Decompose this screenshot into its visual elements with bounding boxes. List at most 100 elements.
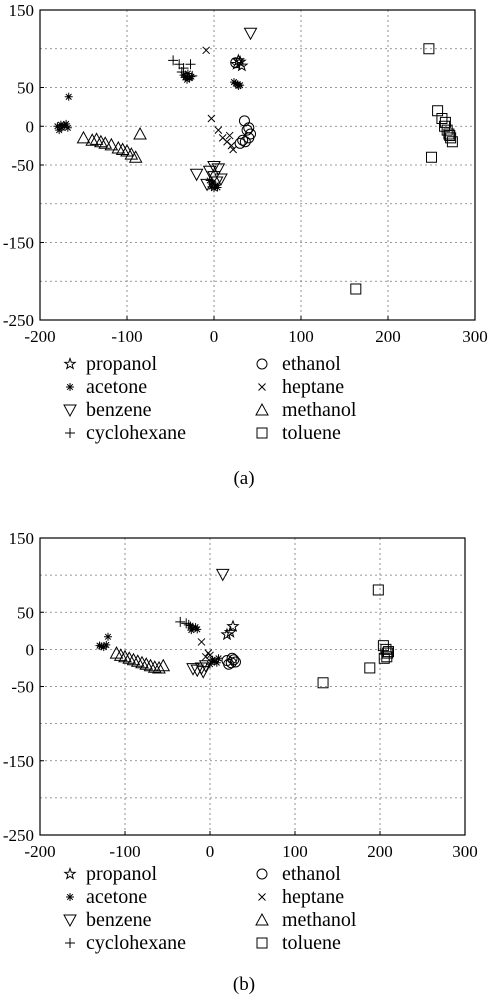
y-tick-label: -150: [3, 752, 34, 771]
legend-label-toluene: toluene: [282, 422, 341, 444]
data-point-methanol: [113, 648, 128, 661]
legend-marker-ethanol: [256, 868, 268, 880]
data-point-methanol: [156, 658, 171, 672]
data-point-acetone: [104, 632, 112, 641]
data-point-benzene: [215, 568, 230, 582]
data-point-acetone: [208, 655, 217, 664]
legend-marker-methanol: [255, 912, 269, 926]
data-point-acetone: [233, 80, 242, 89]
legend-marker-propanol: [63, 356, 77, 370]
data-point-ethanol: [225, 657, 237, 669]
data-point-benzene: [196, 666, 211, 679]
series-cyclohexane: [168, 55, 198, 81]
legend-label-cyclohexane: cyclohexane: [86, 932, 186, 954]
series-ethanol: [221, 652, 241, 670]
data-point-ethanol: [239, 136, 251, 148]
data-point-toluene: [350, 283, 362, 295]
data-point-methanol: [98, 136, 113, 149]
data-point-acetone: [208, 178, 217, 187]
data-point-toluene: [378, 652, 390, 664]
data-point-ethanol: [243, 122, 255, 134]
data-point-cyclohexane: [187, 70, 198, 81]
data-point-methanol: [139, 657, 154, 670]
x-tick-label: 100: [282, 842, 308, 861]
legend-label-cyclohexane: cyclohexane: [86, 422, 186, 444]
data-point-acetone: [230, 78, 239, 87]
data-point-acetone: [210, 184, 218, 193]
data-point-acetone: [183, 75, 192, 84]
data-point-acetone: [214, 654, 223, 663]
legend-label-acetone: acetone: [86, 376, 147, 398]
data-point-ethanol: [230, 656, 241, 668]
data-point-acetone: [193, 625, 202, 634]
data-point-methanol: [76, 130, 91, 144]
data-point-methanol: [104, 137, 119, 151]
legend-label-benzene: benzene: [86, 909, 152, 931]
scatter-panel-b: -200 -100 0 100 200 300 150 50 0 -50 -150 -250: [3, 529, 478, 861]
y-tick-label: 150: [9, 529, 35, 548]
y-tick-label: 50: [17, 603, 34, 622]
legend-label-heptane: heptane: [282, 886, 344, 908]
data-point-cyclohexane: [181, 618, 192, 629]
data-point-propanol: [220, 627, 234, 641]
data-point-heptane: [201, 652, 210, 661]
data-point-propanol: [235, 58, 249, 72]
series-toluene: [317, 584, 394, 689]
data-point-acetone: [64, 92, 73, 101]
data-point-toluene: [436, 113, 448, 124]
x-tick-label: 200: [367, 842, 393, 861]
data-point-heptane: [229, 145, 237, 154]
data-point-methanol: [126, 652, 141, 666]
legend-b: propanol ethanol acetone heptane benzene meth…: [63, 863, 357, 954]
data-point-acetone: [187, 626, 196, 635]
data-point-methanol: [85, 133, 100, 146]
data-point-ethanol: [241, 124, 253, 136]
series-propanol: [229, 53, 249, 72]
legend-label-propanol: propanol: [86, 863, 158, 885]
data-point-cyclohexane: [174, 59, 185, 70]
data-point-ethanol: [245, 128, 257, 140]
x-tick-label: 300: [452, 842, 478, 861]
data-point-toluene: [364, 662, 376, 674]
data-point-benzene: [207, 161, 221, 174]
data-point-heptane: [206, 651, 214, 660]
legend-a: propanol ethanol acetone heptane benzene meth…: [63, 353, 357, 444]
data-point-heptane: [225, 131, 234, 140]
legend-marker-cyclohexane: [65, 938, 75, 948]
data-point-acetone: [183, 69, 192, 78]
series-heptane: [202, 46, 237, 154]
legend-label-heptane: heptane: [282, 376, 344, 398]
data-point-propanol: [226, 619, 240, 633]
data-point-toluene: [423, 43, 435, 55]
data-point-toluene: [446, 136, 458, 148]
data-point-methanol: [89, 132, 104, 145]
data-point-methanol: [130, 654, 145, 667]
caption-b: (b): [233, 974, 255, 995]
series-methanol: [109, 646, 171, 674]
data-point-toluene: [432, 105, 444, 117]
data-point-heptane: [214, 126, 223, 134]
legend-label-toluene: toluene: [282, 932, 341, 954]
legend-marker-benzene: [63, 404, 77, 418]
legend-marker-methanol: [255, 402, 269, 416]
y-tick-label: 50: [17, 79, 34, 98]
legend-marker-cyclohexane: [65, 428, 75, 438]
data-point-toluene: [372, 584, 384, 596]
caption-a: (a): [233, 468, 254, 489]
data-point-acetone: [53, 122, 62, 131]
y-tick-label: 0: [26, 117, 35, 136]
y-tick-label: -250: [3, 826, 34, 845]
y-tick-label: -50: [11, 156, 34, 175]
data-point-methanol: [133, 126, 147, 140]
data-point-toluene: [383, 646, 394, 658]
series-heptane: [197, 638, 214, 661]
data-point-ethanol: [226, 652, 238, 664]
legend-label-acetone: acetone: [86, 886, 147, 908]
data-point-toluene: [439, 116, 451, 128]
legend-marker-heptane: [258, 893, 266, 901]
data-point-toluene: [445, 132, 457, 144]
y-tick-label: 150: [9, 1, 35, 20]
data-point-methanol: [118, 649, 132, 663]
data-point-acetone: [97, 642, 106, 651]
